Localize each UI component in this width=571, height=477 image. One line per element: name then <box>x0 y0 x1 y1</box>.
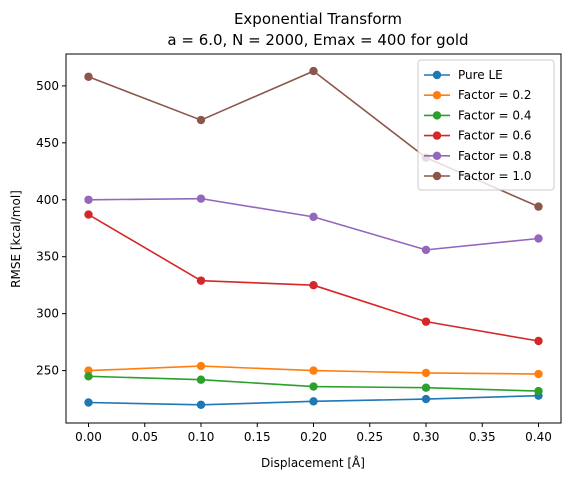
x-axis-label: Displacement [Å] <box>261 455 365 470</box>
data-point <box>421 368 431 378</box>
data-point <box>421 394 431 404</box>
series-4 <box>84 194 543 255</box>
data-point <box>84 195 93 204</box>
x-tick-label: 0.35 <box>469 430 496 444</box>
data-point <box>196 375 206 384</box>
legend-marker <box>432 171 442 181</box>
data-point <box>84 398 93 407</box>
data-point <box>309 66 318 76</box>
data-point <box>421 317 431 326</box>
y-axis-label: RMSE [kcal/mol] <box>9 190 23 288</box>
data-point <box>421 383 431 392</box>
legend-marker <box>432 131 442 140</box>
y-tick-label: 400 <box>36 193 59 207</box>
legend-label: Factor = 0.2 <box>458 88 532 102</box>
data-point <box>84 210 93 219</box>
data-point <box>534 234 543 243</box>
legend-label: Factor = 0.8 <box>458 149 532 163</box>
data-point <box>309 397 318 406</box>
data-point <box>84 372 93 381</box>
series-2 <box>84 372 543 396</box>
legend-label: Factor = 0.6 <box>458 129 532 143</box>
data-point <box>421 245 431 255</box>
ticks-layer: 0.00 0.05 0.10 0.15 0.20 0.25 0.30 0.35 0.40 250 3… <box>36 79 552 444</box>
x-tick-label: 0.30 <box>413 430 440 444</box>
data-point <box>534 369 543 379</box>
x-tick-label: 0.00 <box>75 430 102 444</box>
legend-marker <box>432 151 442 160</box>
legend-label: Factor = 1.0 <box>458 169 532 183</box>
x-tick-label: 0.05 <box>131 430 158 444</box>
series-line <box>88 213 539 342</box>
data-point <box>196 361 206 371</box>
legend-marker <box>432 70 442 80</box>
legend: Pure LE Factor = 0.2 Factor = 0.4 Factor = … <box>417 59 555 191</box>
x-tick-label: 0.40 <box>525 430 552 444</box>
chart-title-line1: Exponential Transform <box>234 10 402 28</box>
data-point <box>309 382 318 391</box>
series-1 <box>84 361 543 379</box>
y-tick-label: 350 <box>36 250 59 264</box>
plot-frame <box>65 53 562 424</box>
x-tick-label: 0.15 <box>244 430 271 444</box>
legend-marker <box>432 91 442 100</box>
x-tick-label: 0.25 <box>356 430 383 444</box>
chart-title-line2: a = 6.0, N = 2000, Emax = 400 for gold <box>167 31 468 49</box>
data-point <box>534 202 543 211</box>
series-0 <box>84 391 543 409</box>
data-point <box>534 336 543 346</box>
legend-box <box>417 59 555 191</box>
data-point <box>196 276 206 285</box>
data-point <box>534 386 543 396</box>
y-tick-label: 300 <box>36 307 59 321</box>
series-line <box>88 197 539 251</box>
data-point <box>196 400 206 409</box>
series-3 <box>84 210 543 346</box>
y-tick-label: 250 <box>36 364 59 378</box>
y-tick-label: 500 <box>36 79 59 93</box>
x-tick-label: 0.10 <box>188 430 215 444</box>
data-point <box>309 212 318 222</box>
y-tick-label: 450 <box>36 136 59 150</box>
data-point <box>196 115 206 125</box>
data-point <box>84 72 93 81</box>
x-tick-label: 0.20 <box>300 430 327 444</box>
data-point <box>309 280 318 290</box>
legend-label: Factor = 0.4 <box>458 108 532 122</box>
legend-items: Pure LE Factor = 0.2 Factor = 0.4 Factor = … <box>424 68 532 183</box>
legend-label: Pure LE <box>458 68 503 82</box>
data-point <box>309 366 318 375</box>
data-point <box>196 194 206 203</box>
legend-marker <box>432 111 442 120</box>
